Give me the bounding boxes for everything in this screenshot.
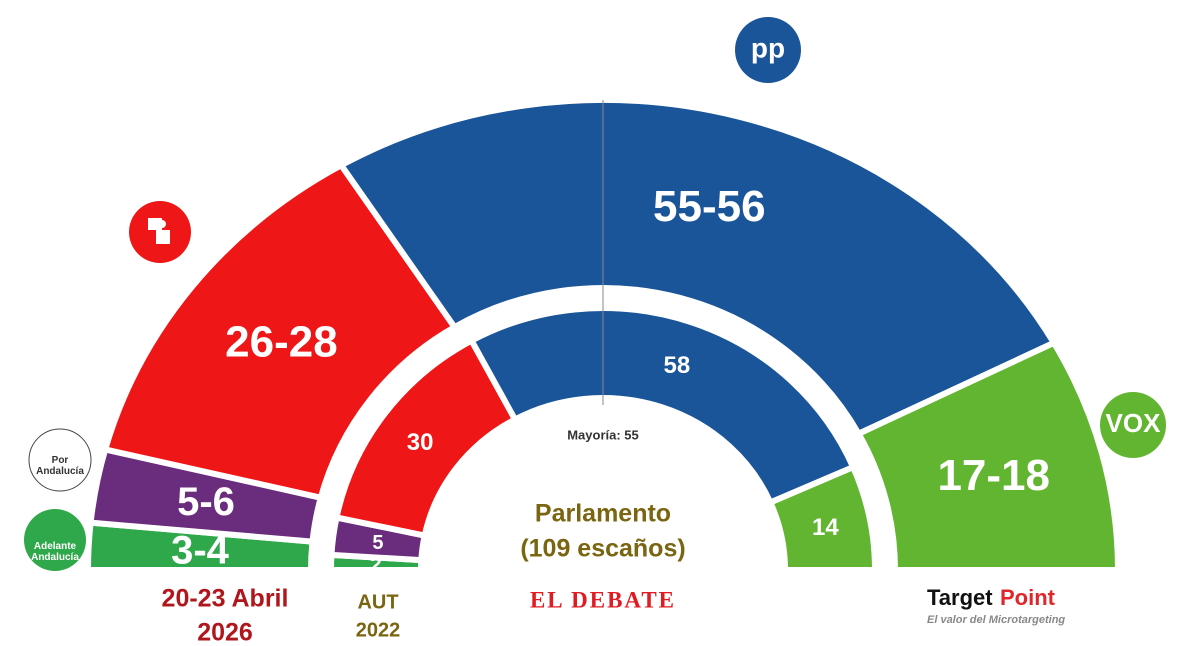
- seat-segment: [854, 339, 1122, 573]
- logo-icon: [148, 218, 162, 230]
- seat-label: 5-6: [177, 480, 235, 524]
- tagline: El valor del Microtargeting: [927, 614, 1065, 626]
- seat-segment: [467, 305, 858, 507]
- center-title: (109 escaños): [520, 535, 685, 563]
- party-logo: [735, 17, 801, 83]
- brand: Point: [1000, 585, 1056, 610]
- majority-label: Mayoría: 55: [567, 427, 639, 442]
- seat-label: 55-56: [653, 182, 766, 231]
- source: EL DEBATE: [530, 587, 676, 612]
- logo-text: Andalucía: [31, 552, 79, 563]
- seat-label: 30: [407, 429, 434, 456]
- logo-text: Andalucía: [36, 466, 84, 477]
- seat-label: 58: [664, 352, 691, 379]
- logo-text: VOX: [1106, 408, 1162, 438]
- outer-label: 2026: [197, 619, 253, 646]
- seat-segment: [336, 97, 1059, 438]
- inner-label: 2022: [356, 619, 401, 641]
- logo-text: Adelante: [34, 541, 77, 552]
- seat-label: 26-28: [225, 318, 338, 367]
- seat-segment: [766, 463, 879, 573]
- seat-label: 5: [372, 532, 383, 554]
- seat-label: 17-18: [937, 451, 1050, 500]
- party-logo: [28, 428, 92, 492]
- party-logo: [24, 509, 86, 571]
- logo-icon: [156, 230, 170, 244]
- logo-text: pp: [751, 32, 785, 63]
- seat-label: 2: [371, 554, 382, 576]
- inner-label: AUT: [357, 591, 398, 613]
- party-logo: [1100, 392, 1166, 458]
- outer-label: 20-23 Abril: [162, 585, 289, 613]
- logo-text: Por: [52, 455, 69, 466]
- logo-icon: [158, 220, 166, 228]
- seat-label: 14: [812, 514, 839, 541]
- center-title: Parlamento: [535, 500, 671, 528]
- seat-segment: [101, 161, 459, 502]
- brand: Target: [927, 585, 993, 610]
